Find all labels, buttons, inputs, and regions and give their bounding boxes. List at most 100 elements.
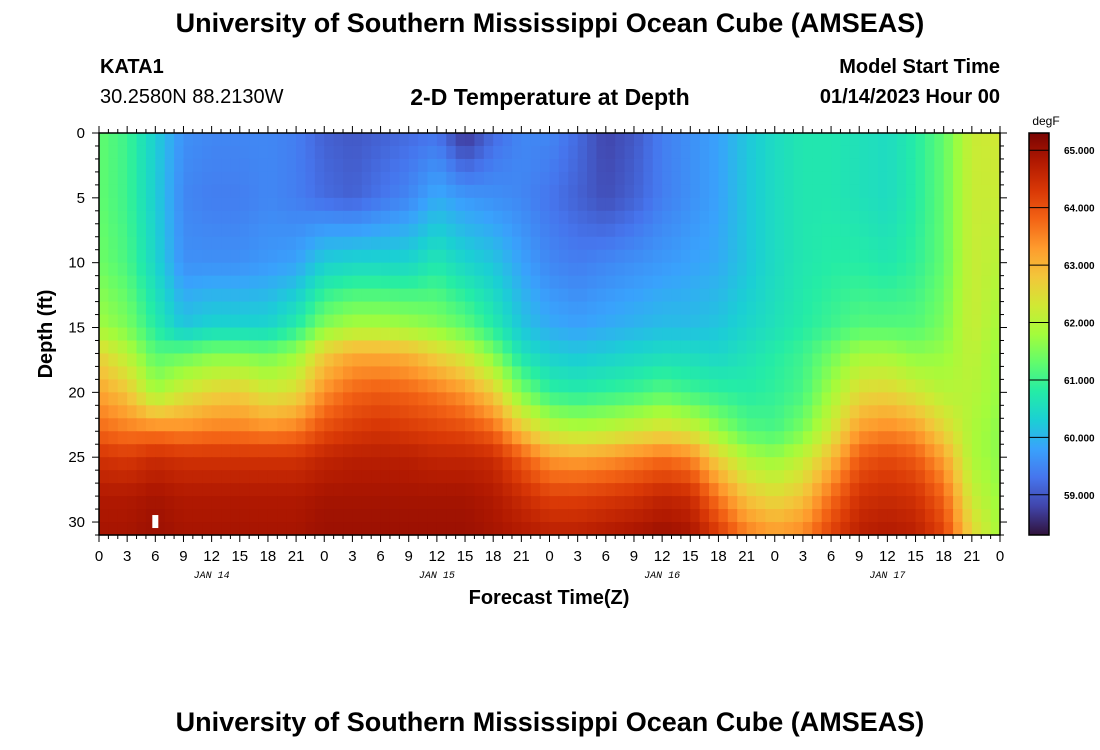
heatmap-cell — [802, 262, 813, 277]
heatmap-cell — [802, 327, 813, 342]
heatmap-cell — [624, 223, 635, 238]
heatmap-cell — [924, 379, 935, 393]
heatmap-cell — [314, 262, 325, 277]
heatmap-cell — [136, 483, 147, 497]
heatmap-cell — [971, 133, 982, 147]
heatmap-cell — [436, 262, 447, 277]
heatmap-cell — [333, 210, 344, 225]
heatmap-cell — [380, 236, 391, 251]
heatmap-cell — [549, 366, 560, 380]
heatmap-cell — [352, 288, 363, 303]
heatmap-cell — [427, 314, 438, 329]
heatmap-cell — [436, 301, 447, 316]
heatmap-cell — [849, 509, 860, 523]
heatmap-cell — [145, 301, 156, 316]
heatmap-cell — [389, 444, 400, 458]
heatmap-cell — [624, 379, 635, 393]
heatmap-cell — [474, 223, 485, 238]
heatmap-cell — [568, 275, 579, 290]
heatmap-cell — [615, 418, 626, 432]
heatmap-cell — [943, 353, 954, 368]
heatmap-cell — [568, 457, 579, 471]
heatmap-cell — [418, 522, 429, 536]
heatmap-cell — [877, 236, 888, 251]
heatmap-cell — [746, 483, 757, 497]
heatmap-cell — [305, 236, 316, 251]
heatmap-cell — [784, 184, 795, 199]
heatmap-cell — [727, 301, 738, 316]
heatmap-cell — [249, 379, 260, 393]
heatmap-cell — [784, 223, 795, 238]
heatmap-cell — [859, 431, 870, 445]
heatmap-cell — [286, 340, 297, 355]
heatmap-cell — [455, 457, 466, 471]
heatmap-cell — [249, 470, 260, 484]
heatmap-cell — [474, 522, 485, 536]
heatmap-cell — [784, 483, 795, 497]
x-tick-label: 21 — [738, 548, 755, 565]
heatmap-cell — [192, 275, 203, 290]
heatmap-cell — [549, 353, 560, 368]
heatmap-cell — [943, 133, 954, 147]
heatmap-cell — [127, 301, 138, 316]
heatmap-cell — [633, 275, 644, 290]
y-tick-label: 25 — [68, 449, 85, 466]
heatmap-cell — [352, 327, 363, 342]
heatmap-cell — [990, 288, 1001, 303]
heatmap-cell — [831, 327, 842, 342]
heatmap-cell — [493, 470, 504, 484]
heatmap-cell — [587, 457, 598, 471]
heatmap-cell — [286, 418, 297, 432]
heatmap-cell — [812, 210, 823, 225]
heatmap-cell — [361, 522, 372, 536]
heatmap-cell — [540, 210, 551, 225]
heatmap-cell — [380, 133, 391, 147]
heatmap-cell — [784, 457, 795, 471]
heatmap-cell — [399, 158, 410, 173]
heatmap-cell — [981, 184, 992, 199]
heatmap-cell — [962, 158, 973, 173]
heatmap-cell — [483, 405, 494, 419]
heatmap-cell — [371, 353, 382, 368]
heatmap-cell — [202, 145, 213, 160]
heatmap-cell — [127, 158, 138, 173]
heatmap-cell — [962, 314, 973, 329]
heatmap-cell — [924, 275, 935, 290]
heatmap-cell — [821, 145, 832, 160]
heatmap-cell — [117, 171, 128, 186]
heatmap-cell — [624, 275, 635, 290]
heatmap-cell — [483, 171, 494, 186]
heatmap-cell — [690, 483, 701, 497]
heatmap-cell — [343, 470, 354, 484]
heatmap-cell — [446, 418, 457, 432]
heatmap-cell — [127, 418, 138, 432]
heatmap-cell — [840, 171, 851, 186]
heatmap-cell — [596, 353, 607, 368]
heatmap-cell — [371, 405, 382, 419]
heatmap-cell — [971, 405, 982, 419]
heatmap-cell — [971, 444, 982, 458]
heatmap-cell — [699, 171, 710, 186]
heatmap-cell — [436, 236, 447, 251]
heatmap-cell — [399, 392, 410, 406]
heatmap-cell — [587, 379, 598, 393]
heatmap-cell — [877, 171, 888, 186]
heatmap-cell — [568, 444, 579, 458]
heatmap-cell — [953, 288, 964, 303]
heatmap-cell — [389, 210, 400, 225]
heatmap-cell — [418, 379, 429, 393]
heatmap-cell — [483, 275, 494, 290]
heatmap-cell — [831, 457, 842, 471]
heatmap-cell — [802, 223, 813, 238]
heatmap-cell — [859, 366, 870, 380]
heatmap-cell — [934, 236, 945, 251]
heatmap-cell — [127, 405, 138, 419]
heatmap-cell — [465, 392, 476, 406]
heatmap-cell — [277, 457, 288, 471]
heatmap-cell — [108, 496, 119, 510]
heatmap-cell — [202, 171, 213, 186]
heatmap-cell — [249, 133, 260, 147]
heatmap-cell — [906, 171, 917, 186]
heatmap-cell — [371, 418, 382, 432]
heatmap-cell — [615, 366, 626, 380]
